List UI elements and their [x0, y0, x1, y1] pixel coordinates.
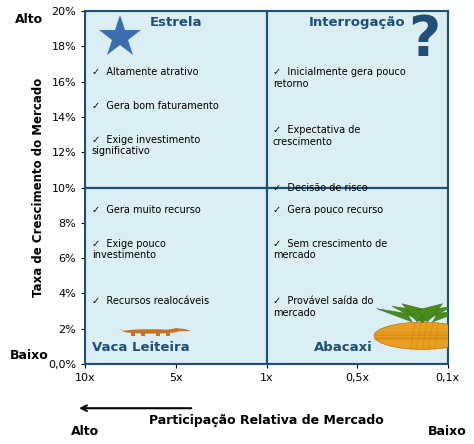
Text: ✓  Exige pouco
investimento: ✓ Exige pouco investimento	[91, 239, 165, 260]
Bar	[141, 333, 146, 336]
Ellipse shape	[123, 329, 178, 333]
Text: ✓  Gera muito recurso: ✓ Gera muito recurso	[91, 205, 201, 215]
Polygon shape	[417, 304, 443, 322]
Bar	[85, 11, 266, 187]
Text: Alto: Alto	[15, 13, 43, 26]
Bar	[166, 333, 170, 336]
Text: ✓  Recursos realocáveis: ✓ Recursos realocáveis	[91, 297, 209, 306]
Text: ✓  Provável saída do
mercado: ✓ Provável saída do mercado	[273, 297, 373, 318]
Polygon shape	[119, 329, 125, 331]
Bar	[266, 11, 447, 187]
Y-axis label: Taxa de Crescimento do Mercado: Taxa de Crescimento do Mercado	[32, 78, 46, 297]
Bar	[131, 333, 136, 336]
Text: ?: ?	[408, 13, 440, 67]
Polygon shape	[422, 306, 453, 322]
Text: ✓  Expectativa de
crescimento: ✓ Expectativa de crescimento	[273, 125, 360, 147]
Bar	[156, 333, 160, 336]
Text: ✓  Gera pouco recurso: ✓ Gera pouco recurso	[273, 205, 383, 215]
Text: Baixo: Baixo	[428, 424, 467, 438]
Bar	[85, 187, 266, 364]
Text: ✓  Sem crescimento de
mercado: ✓ Sem crescimento de mercado	[273, 239, 387, 260]
Text: ✓  Decisão de risco: ✓ Decisão de risco	[273, 183, 367, 193]
Text: ✓  Gera bom faturamento: ✓ Gera bom faturamento	[91, 101, 219, 111]
Text: Abacaxi: Abacaxi	[314, 341, 373, 354]
Polygon shape	[402, 304, 428, 322]
Text: Interrogação: Interrogação	[309, 16, 405, 29]
Text: Estrela: Estrela	[150, 16, 202, 29]
Ellipse shape	[374, 322, 471, 349]
Ellipse shape	[174, 328, 179, 329]
Text: ✓  Exige investimento
significativo: ✓ Exige investimento significativo	[91, 135, 200, 156]
Polygon shape	[377, 309, 412, 322]
Text: Alto: Alto	[71, 424, 100, 438]
Bar	[266, 187, 447, 364]
Polygon shape	[392, 306, 422, 322]
Text: ✓  Altamente atrativo: ✓ Altamente atrativo	[91, 67, 198, 77]
Text: ✓  Inicialmente gera pouco
retorno: ✓ Inicialmente gera pouco retorno	[273, 67, 406, 89]
Polygon shape	[432, 309, 468, 322]
Ellipse shape	[182, 330, 191, 331]
Text: Baixo: Baixo	[10, 349, 48, 362]
Ellipse shape	[168, 329, 187, 331]
Text: Participação Relativa de Mercado: Participação Relativa de Mercado	[149, 414, 384, 427]
Text: Vaca Leiteira: Vaca Leiteira	[92, 341, 190, 354]
